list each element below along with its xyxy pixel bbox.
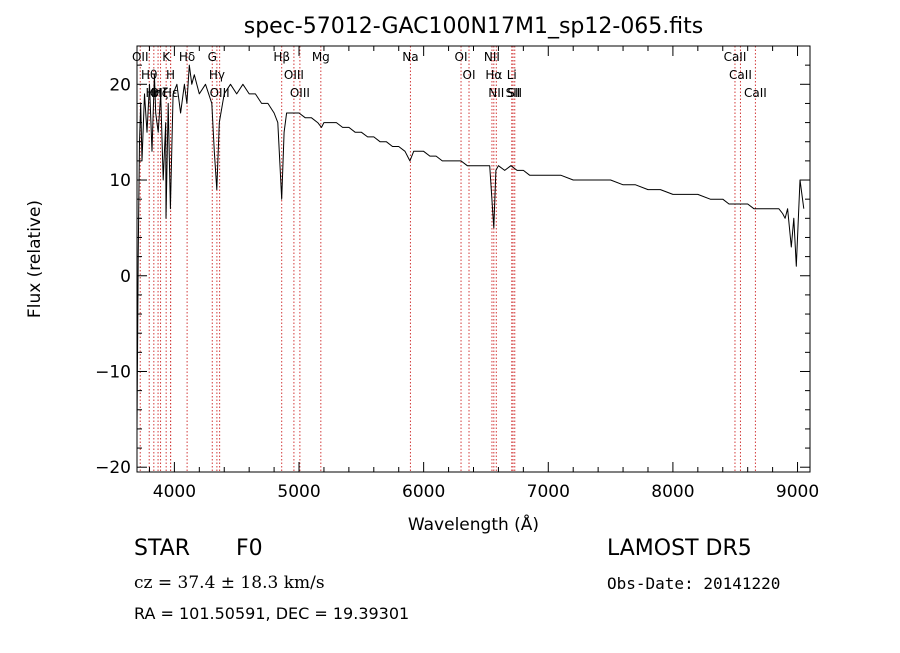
- emission-line-markers: [139, 46, 756, 472]
- object-class: STAR: [134, 536, 191, 561]
- chart-title: spec-57012-GAC100N17M1_sp12-065.fits: [244, 14, 704, 39]
- emission-line-label: K: [162, 50, 171, 64]
- coordinates: RA = 101.50591, DEC = 19.39301: [134, 604, 410, 623]
- x-axis-label: Wavelength (Å): [408, 513, 539, 535]
- emission-line-label: NII: [484, 50, 500, 64]
- object-subclass: F0: [236, 536, 263, 561]
- y-axis-label: Flux (relative): [25, 200, 45, 318]
- emission-line-label: Hγ: [209, 68, 225, 82]
- axis-ticks: 4000 5000 6000 7000 8000 9000 −20 −10 0 10 20: [95, 45, 819, 502]
- emission-line-label: SII: [506, 86, 521, 100]
- survey-name: LAMOST DR5: [607, 536, 752, 561]
- emission-line-label: CaII: [744, 86, 767, 100]
- spectrum-series: [136, 64, 805, 429]
- emission-line-label: OIII: [290, 86, 310, 100]
- x-tick-label: 6000: [402, 482, 445, 502]
- x-tick-label: 7000: [527, 482, 570, 502]
- y-tick-label: 10: [109, 171, 131, 191]
- emission-line-label: OIII: [210, 86, 230, 100]
- emission-line-label: OIII: [284, 68, 304, 82]
- x-tick-label: 5000: [277, 482, 320, 502]
- emission-line-label: SII: [507, 86, 522, 100]
- emission-line-label: Mg: [312, 50, 330, 64]
- emission-line-label: H: [166, 68, 175, 82]
- y-tick-label: −10: [95, 362, 131, 382]
- emission-line-label: Li: [507, 68, 517, 82]
- emission-line-label: Hβ: [273, 50, 290, 64]
- emission-line-label: Hθ: [141, 68, 157, 82]
- emission-line-label: Hζ: [153, 86, 169, 100]
- spectrum-line: [136, 64, 805, 429]
- y-tick-label: 0: [120, 267, 131, 287]
- y-tick-label: −20: [95, 458, 131, 478]
- emission-line-label: NII: [488, 86, 504, 100]
- plot-frame: [136, 45, 811, 473]
- emission-line-label: OI: [463, 68, 476, 82]
- observation-date: Obs-Date: 20141220: [607, 574, 781, 593]
- emission-line-label: G: [208, 50, 217, 64]
- emission-line-label: Hα: [485, 68, 502, 82]
- emission-line-label: Hε: [163, 86, 179, 100]
- emission-line-label: CaII: [724, 50, 747, 64]
- emission-line-label: CaII: [729, 68, 752, 82]
- y-tick-label: 20: [109, 75, 131, 95]
- x-tick-label: 8000: [651, 482, 694, 502]
- x-tick-label: 4000: [153, 482, 196, 502]
- emission-line-label: OI: [455, 50, 468, 64]
- emission-line-label: Na: [402, 50, 418, 64]
- x-tick-label: 9000: [776, 482, 819, 502]
- emission-line-label: Hδ: [179, 50, 195, 64]
- emission-line-label: OII: [132, 50, 149, 64]
- redshift-velocity: cz = 37.4 ± 18.3 km/s: [134, 573, 325, 593]
